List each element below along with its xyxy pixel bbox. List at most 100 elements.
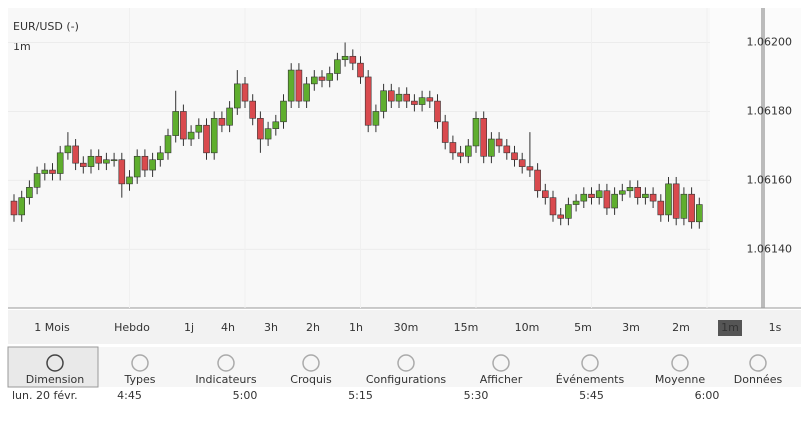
splitter: [761, 8, 765, 308]
candle-body: [18, 197, 26, 216]
toolbar-button[interactable]: Afficher: [480, 373, 523, 386]
candle-body: [387, 90, 395, 102]
candle-body: [357, 62, 364, 78]
period-button[interactable]: 1s: [769, 321, 782, 334]
candle-body: [103, 159, 110, 164]
chart-bg: [8, 8, 801, 308]
period-button[interactable]: 1m: [721, 321, 739, 334]
period-button[interactable]: 30m: [394, 321, 419, 334]
toolbar-button[interactable]: Dimension: [26, 373, 84, 386]
candle-body: [133, 155, 141, 178]
candle-body: [280, 100, 287, 123]
x-tick-label: 5:45: [579, 389, 604, 402]
period-button[interactable]: 1 Mois: [34, 321, 70, 334]
toolbar-button[interactable]: Configurations: [366, 373, 447, 386]
toolbar-icon: [581, 354, 599, 372]
period-button[interactable]: 5m: [574, 321, 592, 334]
candle-body: [126, 176, 133, 185]
candle-body: [56, 152, 64, 174]
date-label: lun. 20 févr.: [12, 389, 78, 402]
candle-body: [441, 121, 449, 143]
candle-body: [418, 97, 426, 105]
candle-body: [534, 169, 541, 192]
candle-body: [287, 69, 295, 102]
candle-body: [226, 107, 233, 126]
candle-body: [511, 152, 518, 161]
period-button[interactable]: 1j: [184, 321, 194, 334]
candle-body: [234, 83, 241, 109]
candle-body: [495, 138, 503, 147]
candle-body: [257, 118, 264, 140]
y-tick-label: 1.06140: [747, 242, 793, 255]
candle-body: [203, 124, 210, 154]
toolbar-icon: [397, 354, 415, 372]
candle-body: [72, 145, 79, 164]
candle-body: [611, 193, 618, 209]
period-button[interactable]: 2h: [306, 321, 320, 334]
candle-body: [626, 187, 634, 192]
x-tick-label: 4:45: [117, 389, 142, 402]
toolbar-button[interactable]: Moyenne: [655, 373, 705, 386]
candle-body: [326, 73, 334, 81]
toolbar-icon: [492, 354, 510, 372]
candle-body: [349, 55, 357, 64]
period-button[interactable]: 15m: [454, 321, 479, 334]
candle-body: [580, 193, 588, 202]
period-button[interactable]: 3m: [622, 321, 640, 334]
candle-body: [595, 190, 603, 198]
toolbar: [8, 347, 801, 387]
candle-body: [210, 118, 218, 154]
candle-body: [618, 190, 626, 195]
candle-body: [634, 187, 642, 198]
candle-body: [341, 55, 349, 61]
candle-body: [95, 155, 102, 164]
x-tick-label: 5:15: [348, 389, 373, 402]
y-tick-label: 1.06160: [747, 173, 793, 186]
candle-body: [503, 145, 511, 154]
period-selected: [718, 320, 742, 336]
candle-body: [318, 76, 326, 81]
candle-body: [295, 69, 303, 102]
candle-body: [549, 197, 557, 216]
x-tick-label: 6:00: [695, 389, 720, 402]
toolbar-icon: [749, 354, 767, 372]
candle-body: [334, 59, 341, 74]
candle-body: [372, 111, 380, 126]
period-button[interactable]: 1h: [349, 321, 363, 334]
x-tick-label: 5:30: [464, 389, 489, 402]
period-button[interactable]: 10m: [515, 321, 540, 334]
candle-body: [249, 100, 256, 119]
period-button[interactable]: 2m: [672, 321, 690, 334]
period-button[interactable]: 3h: [264, 321, 278, 334]
candle-body: [195, 124, 203, 133]
candle-body: [480, 118, 488, 157]
interval: 1m: [13, 40, 31, 53]
period-button[interactable]: 4h: [221, 321, 235, 334]
candle-body: [41, 169, 49, 174]
candle-body: [164, 135, 172, 154]
period-bar: [8, 310, 801, 344]
candle-body: [149, 159, 156, 171]
candle-body: [557, 214, 565, 219]
candle-body: [80, 162, 87, 167]
toolbar-button[interactable]: Indicateurs: [195, 373, 257, 386]
candle-body: [272, 121, 280, 129]
candle-body: [464, 145, 472, 157]
toolbar-button[interactable]: Données: [734, 373, 783, 386]
candle-body: [642, 193, 649, 198]
toolbar-button[interactable]: Événements: [556, 373, 625, 386]
candle-body: [10, 200, 18, 216]
candle-body: [241, 83, 249, 102]
chart-title: EUR/USD (-): [13, 20, 79, 33]
candle-body: [187, 131, 195, 140]
candle-body: [672, 183, 680, 219]
toolbar-button[interactable]: Types: [124, 373, 156, 386]
toolbar-button[interactable]: Croquis: [290, 373, 332, 386]
candle-body: [657, 200, 665, 216]
candle-body: [572, 200, 580, 205]
candle-body: [157, 152, 164, 161]
toolbar-icon: [217, 354, 235, 372]
period-button[interactable]: Hebdo: [114, 321, 150, 334]
candle-body: [695, 204, 703, 223]
